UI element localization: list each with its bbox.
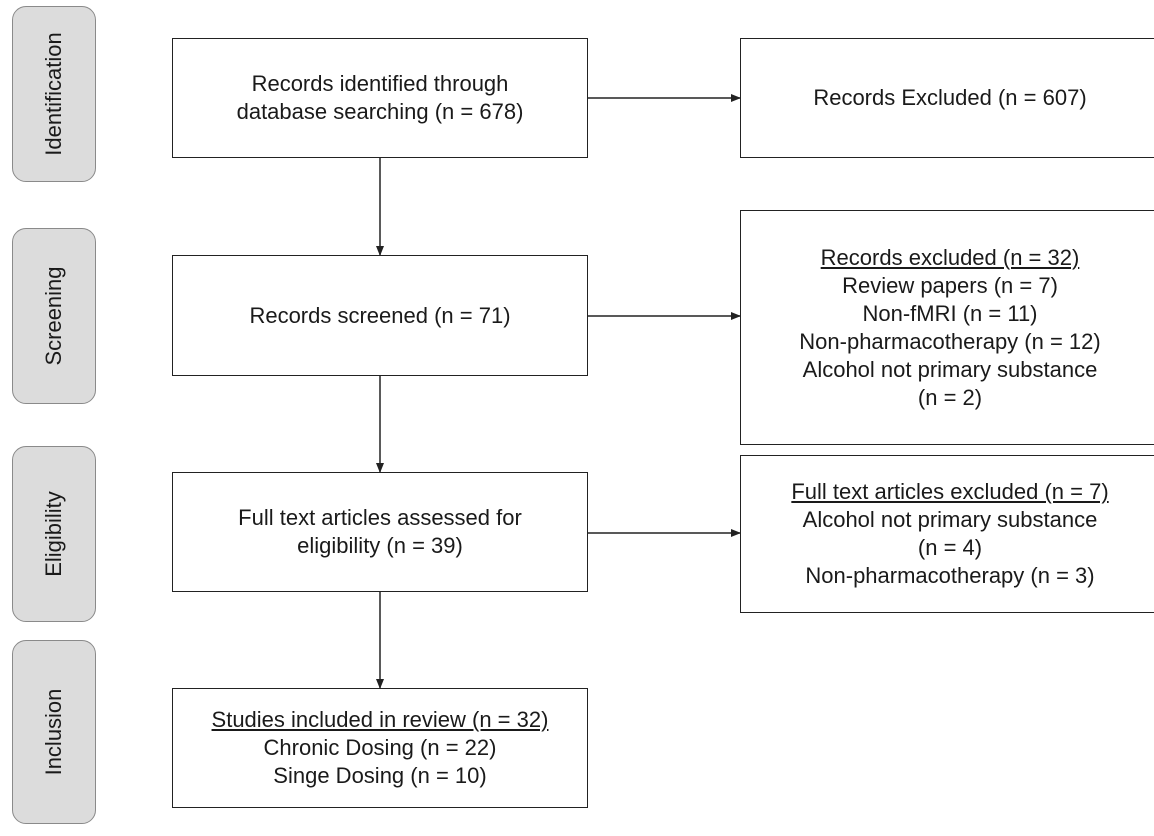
excluded2-line: Alcohol not primary substance	[803, 356, 1098, 384]
excluded3-line: Non-pharmacotherapy (n = 3)	[805, 562, 1094, 590]
excluded3-line: (n = 4)	[918, 534, 982, 562]
excluded2-line: (n = 2)	[918, 384, 982, 412]
excluded2-line: Non-fMRI (n = 11)	[862, 300, 1037, 328]
included-line: Chronic Dosing (n = 22)	[264, 734, 497, 762]
excluded2-line: Review papers (n = 7)	[842, 272, 1058, 300]
included-line: Singe Dosing (n = 10)	[273, 762, 486, 790]
identified-line1: Records identified through	[252, 70, 509, 98]
excluded2-heading: Records excluded (n = 32)	[821, 244, 1080, 272]
identified-box: Records identified through database sear…	[172, 38, 588, 158]
screened-text: Records screened (n = 71)	[249, 302, 510, 330]
excluded1-box: Records Excluded (n = 607)	[740, 38, 1154, 158]
excluded2-box: Records excluded (n = 32) Review papers …	[740, 210, 1154, 445]
excluded2-line: Non-pharmacotherapy (n = 12)	[799, 328, 1100, 356]
excluded3-line: Alcohol not primary substance	[803, 506, 1098, 534]
excluded3-box: Full text articles excluded (n = 7) Alco…	[740, 455, 1154, 613]
fulltext-box: Full text articles assessed for eligibil…	[172, 472, 588, 592]
screened-box: Records screened (n = 71)	[172, 255, 588, 376]
fulltext-line2: eligibility (n = 39)	[297, 532, 463, 560]
excluded1-text: Records Excluded (n = 607)	[813, 84, 1086, 112]
included-box: Studies included in review (n = 32) Chro…	[172, 688, 588, 808]
excluded3-heading: Full text articles excluded (n = 7)	[791, 478, 1108, 506]
included-heading: Studies included in review (n = 32)	[212, 706, 549, 734]
fulltext-line1: Full text articles assessed for	[238, 504, 522, 532]
identified-line2: database searching (n = 678)	[237, 98, 524, 126]
